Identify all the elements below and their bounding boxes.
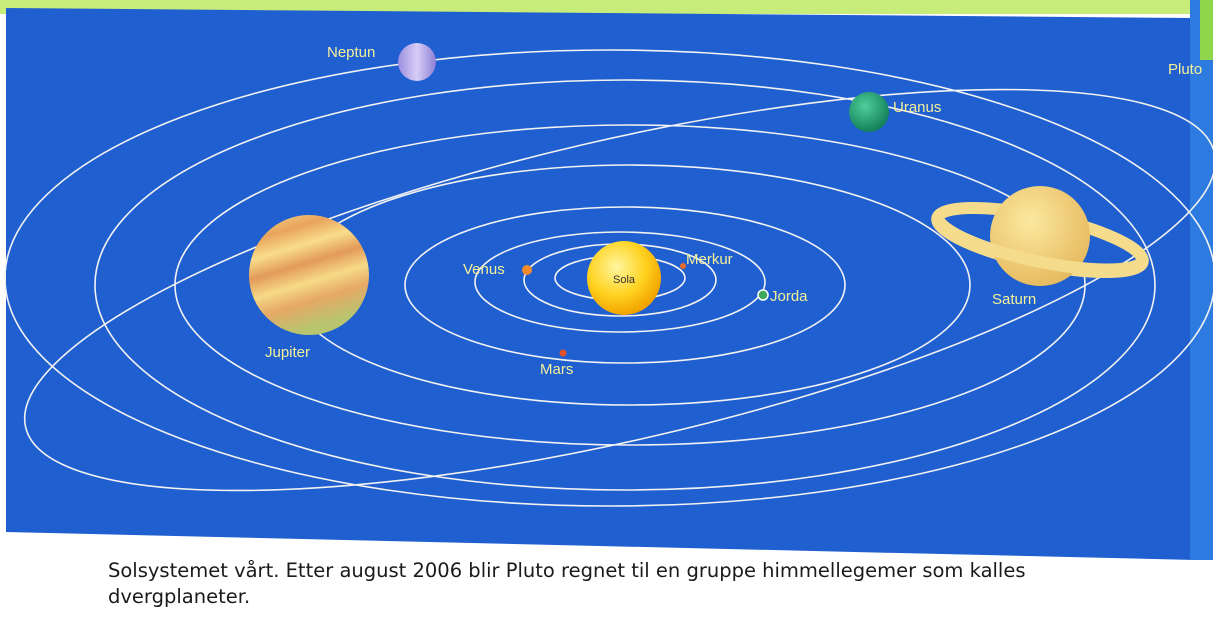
page-edge [1190,0,1213,560]
planet [249,215,369,335]
planet [398,43,436,81]
caption: Solsystemet vårt. Etter august 2006 blir… [108,558,1148,610]
illustration: Sola Merkur Venus Jorda Mars Jupiter Sat… [0,0,1213,628]
planet [758,290,768,300]
label: Pluto [1168,61,1202,78]
label: Mars [540,361,573,378]
planet [522,265,532,275]
label: Uranus [893,99,941,116]
planet [560,350,567,357]
caption-line: Solsystemet vårt. Etter august 2006 blir… [108,558,1148,584]
label: Merkur [686,251,733,268]
caption-line: dvergplaneter. [108,584,1148,610]
page: {"diagram": {"bodies": [ {"label": "Sola… [0,0,1213,628]
label: Jupiter [265,344,310,361]
label: Neptun [327,44,375,61]
page-edge-green [1200,0,1213,60]
planet [849,92,889,132]
label: Jorda [770,288,808,305]
label: Sola [613,274,636,286]
label: Saturn [992,291,1036,308]
label: Venus [463,261,505,278]
